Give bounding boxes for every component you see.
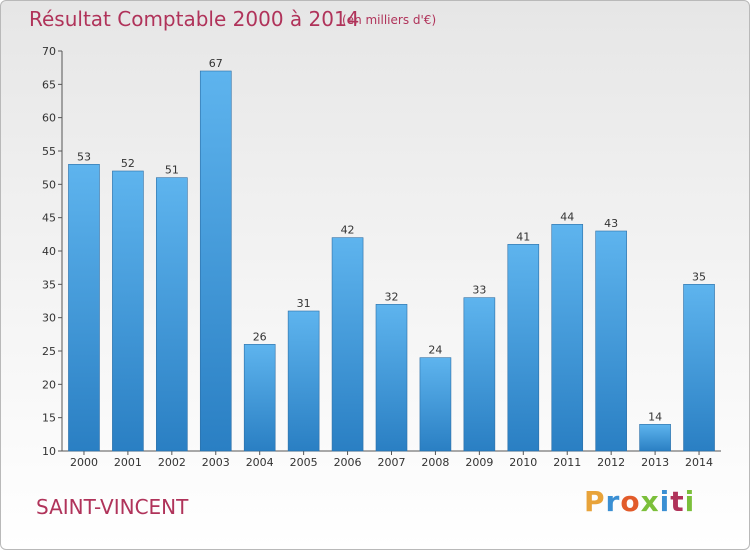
y-tick-label: 10 [42, 445, 56, 458]
y-tick-label: 50 [42, 178, 56, 191]
value-label-2012: 43 [604, 217, 618, 230]
brand-letter: r [605, 485, 621, 518]
value-label-2004: 26 [253, 330, 267, 343]
x-tick-label-2004: 2004 [246, 456, 274, 469]
x-tick-label-2007: 2007 [378, 456, 406, 469]
brand-letter: x [640, 485, 660, 518]
x-tick-label-2014: 2014 [685, 456, 713, 469]
chart-subtitle: (en milliers d'€) [342, 13, 437, 27]
value-label-2011: 44 [560, 210, 574, 223]
bar-2002 [156, 177, 188, 452]
y-tick-label: 45 [42, 212, 56, 225]
x-tick-label-2013: 2013 [641, 456, 669, 469]
x-tick-label-2009: 2009 [465, 456, 493, 469]
value-label-2006: 42 [341, 224, 355, 237]
y-tick-label: 30 [42, 312, 56, 325]
value-label-2008: 24 [428, 344, 442, 357]
bar-2009 [463, 297, 496, 452]
x-tick-label-2001: 2001 [114, 456, 142, 469]
bar-2004 [243, 344, 276, 452]
x-tick-label-2005: 2005 [290, 456, 318, 469]
value-label-2003: 67 [209, 57, 223, 70]
y-axis: 10 15 20 25 30 35 40 45 50 55 60 65 70 [42, 45, 63, 458]
brand-logo: Proxiti [584, 485, 695, 518]
y-tick-label: 25 [42, 345, 56, 358]
value-label-2014: 35 [692, 270, 706, 283]
value-label-2001: 52 [121, 157, 135, 170]
y-tick-label: 55 [42, 145, 56, 158]
bar-2014 [683, 284, 715, 452]
bar-2006 [331, 237, 364, 452]
bars: 53 52 51 67 26 31 42 32 24 33 41 44 43 14 35 [68, 57, 715, 452]
bar-2008 [419, 357, 452, 452]
value-label-2005: 31 [297, 297, 311, 310]
x-tick-label-2008: 2008 [421, 456, 449, 469]
x-tick-label-2011: 2011 [553, 456, 581, 469]
chart-title: Résultat Comptable 2000 à 2014 [29, 7, 360, 31]
x-tick-label-2012: 2012 [597, 456, 625, 469]
x-tick-label-2002: 2002 [158, 456, 186, 469]
bar-2003 [199, 70, 232, 452]
brand-letter: i [659, 485, 671, 518]
bar-2012 [595, 230, 627, 452]
bar-2011 [551, 224, 584, 452]
brand-letter: i [684, 485, 696, 518]
value-label-2002: 51 [165, 164, 179, 177]
brand-letter: t [670, 485, 685, 518]
x-tick-label-2003: 2003 [202, 456, 230, 469]
y-tick-label: 60 [42, 112, 56, 125]
bar-2005 [287, 310, 320, 452]
y-tick-label: 65 [42, 78, 56, 91]
y-tick-label: 40 [42, 245, 56, 258]
brand-letter: o [620, 485, 641, 518]
bar-2010 [507, 244, 540, 452]
bar-2007 [375, 304, 408, 452]
bar-2000 [68, 164, 100, 452]
y-tick-label: 20 [42, 378, 56, 391]
brand-letter: P [584, 485, 606, 518]
y-tick-label: 15 [42, 412, 56, 425]
bar-2013 [639, 424, 671, 452]
value-label-2009: 33 [472, 284, 486, 297]
y-tick-label: 35 [42, 278, 56, 291]
x-tick-label-2010: 2010 [509, 456, 537, 469]
value-label-2013: 14 [648, 410, 662, 423]
value-label-2000: 53 [77, 150, 91, 163]
value-label-2007: 32 [385, 290, 399, 303]
bar-2001 [112, 170, 144, 452]
x-tick-label-2006: 2006 [334, 456, 362, 469]
commune-name: SAINT-VINCENT [36, 495, 189, 519]
value-label-2010: 41 [516, 230, 530, 243]
y-tick-label: 70 [42, 45, 56, 58]
x-axis: 2000 2001 2002 2003 2004 2005 2006 2007 2008 2009… [62, 450, 721, 469]
x-tick-label-2000: 2000 [70, 456, 98, 469]
